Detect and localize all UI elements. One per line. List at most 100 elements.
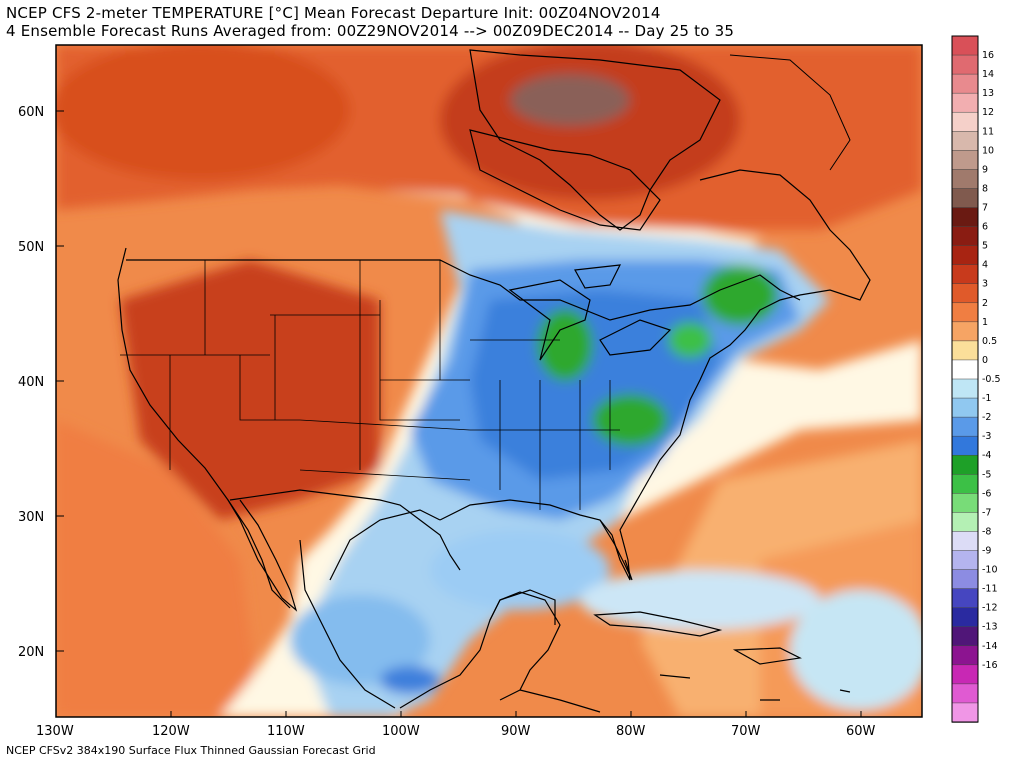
colorbar-swatch bbox=[951, 454, 979, 476]
colorbar-label: 11 bbox=[982, 126, 994, 137]
colorbar-swatch bbox=[951, 321, 979, 342]
florida bbox=[599, 519, 633, 581]
colorbar-label: -8 bbox=[982, 526, 991, 537]
colorbar-label: 10 bbox=[982, 145, 994, 156]
lat-label-20n: 20N bbox=[18, 645, 44, 660]
colorbar-label: -14 bbox=[982, 641, 998, 652]
colorbar-swatch bbox=[951, 493, 979, 514]
colorbar-swatch bbox=[951, 683, 979, 704]
colorbar-label: -4 bbox=[982, 450, 991, 461]
colorbar-label: -0.5 bbox=[982, 374, 1001, 385]
lon-label-110w: 110W bbox=[267, 724, 305, 739]
colorbar-swatch bbox=[951, 226, 979, 247]
colorbar-swatch bbox=[951, 207, 979, 228]
colorbar-label: 3 bbox=[982, 279, 988, 290]
colorbar-label: -9 bbox=[982, 546, 991, 557]
lat-label-30n: 30N bbox=[18, 510, 44, 525]
colorbar-swatch bbox=[951, 131, 979, 152]
colorbar-label: -7 bbox=[982, 507, 991, 518]
colorbar-label: 8 bbox=[982, 183, 988, 194]
lat-label-40n: 40N bbox=[18, 375, 44, 390]
lon-label-90w: 90W bbox=[501, 724, 531, 739]
hispaniola bbox=[732, 647, 802, 665]
colorbar-swatch bbox=[951, 150, 979, 171]
colorbar-swatch bbox=[951, 531, 979, 552]
west-coastline bbox=[117, 247, 396, 709]
colorbar-swatch bbox=[951, 397, 979, 418]
colorbar-swatch bbox=[951, 92, 979, 113]
colorbar-swatch bbox=[951, 169, 979, 190]
colorbar-swatch bbox=[951, 645, 979, 666]
colorbar-label: -6 bbox=[982, 488, 991, 499]
gulf-coastline bbox=[399, 494, 641, 709]
colorbar-frame bbox=[951, 35, 979, 723]
colorbar-swatch bbox=[951, 512, 979, 533]
hot-core-greenland bbox=[510, 74, 630, 126]
lon-label-60w: 60W bbox=[846, 724, 876, 739]
lon-label-120w: 120W bbox=[152, 724, 190, 739]
chart-title-line-2: 4 Ensemble Forecast Runs Averaged from: … bbox=[6, 22, 735, 40]
grid-description-footer: NCEP CFSv2 384x190 Surface Flux Thinned … bbox=[6, 744, 376, 757]
colorbar-label: 1 bbox=[982, 317, 988, 328]
lon-label-70w: 70W bbox=[731, 724, 761, 739]
very-cold-region-great-lakes bbox=[537, 309, 593, 381]
colorbar-swatch bbox=[951, 626, 979, 647]
colorbar-label: 6 bbox=[982, 222, 988, 233]
colorbar-label: 2 bbox=[982, 298, 988, 309]
colorbar-label: -11 bbox=[982, 584, 998, 595]
colorbar-swatch bbox=[951, 359, 979, 380]
colorbar-swatch bbox=[951, 435, 979, 456]
colorbar-swatch bbox=[951, 474, 979, 495]
colorbar-label: 5 bbox=[982, 241, 988, 252]
colorbar-label: -12 bbox=[982, 603, 998, 614]
colorbar-label: 12 bbox=[982, 107, 994, 118]
baja-coastline bbox=[227, 499, 298, 612]
lon-label-80w: 80W bbox=[616, 724, 646, 739]
colorbar-swatch bbox=[951, 283, 979, 304]
lat-label-60n: 60N bbox=[18, 105, 44, 120]
hudson-bay-coastline bbox=[469, 129, 661, 231]
colorbar-label: 13 bbox=[982, 88, 994, 99]
colorbar-swatch bbox=[951, 264, 979, 285]
colorbar-swatch bbox=[951, 73, 979, 94]
colorbar-label: -5 bbox=[982, 469, 991, 480]
colorbar-swatch bbox=[951, 188, 979, 209]
colorbar-label: 4 bbox=[982, 260, 988, 271]
colorbar-swatch bbox=[951, 569, 979, 590]
colorbar-swatch bbox=[951, 245, 979, 266]
colorbar-swatch bbox=[951, 702, 979, 723]
colorbar-swatch bbox=[951, 416, 979, 437]
anomaly-field bbox=[56, 45, 922, 717]
east-coastline bbox=[639, 169, 871, 496]
cuba bbox=[593, 611, 723, 637]
colorbar-swatch bbox=[951, 550, 979, 571]
very-cold-region-appalachians bbox=[592, 394, 668, 446]
colorbar-swatch bbox=[951, 340, 979, 361]
colorbar-label: 14 bbox=[982, 69, 994, 80]
colorbar-swatch bbox=[951, 54, 979, 75]
latitude-axis: 60N 50N 40N 30N 20N bbox=[18, 105, 64, 660]
colorbar-label: -2 bbox=[982, 412, 991, 423]
coastlines-and-borders bbox=[117, 129, 871, 713]
colorbar: 16 14 13 12 11 10 9 8 7 6 5 4 3 2 1 0.5 0 -0.5 -1 -2 -3 -4 -5 -… bbox=[951, 35, 1001, 723]
lon-label-100w: 100W bbox=[382, 724, 420, 739]
colorbar-swatch bbox=[951, 302, 979, 323]
colorbar-label: -10 bbox=[982, 565, 998, 576]
colorbar-label: 7 bbox=[982, 203, 988, 214]
yucatan-coastline bbox=[489, 589, 556, 625]
colorbar-label: -3 bbox=[982, 431, 991, 442]
colorbar-label: 9 bbox=[982, 164, 988, 175]
very-cold-region-new-england bbox=[702, 265, 778, 325]
colorbar-label: 0 bbox=[982, 355, 988, 366]
us-canada-border bbox=[126, 259, 801, 321]
warm-region-western-us bbox=[120, 260, 380, 520]
great-lakes bbox=[508, 264, 672, 361]
colorbar-swatch bbox=[951, 607, 979, 628]
colorbar-label: -1 bbox=[982, 393, 991, 404]
colorbar-swatch bbox=[951, 378, 979, 399]
chart-title-line-1: NCEP CFS 2-meter TEMPERATURE [°C] Mean F… bbox=[6, 4, 661, 22]
colorbar-swatch bbox=[951, 664, 979, 685]
colorbar-label: 0.5 bbox=[982, 336, 997, 347]
colorbar-swatch bbox=[951, 35, 979, 56]
